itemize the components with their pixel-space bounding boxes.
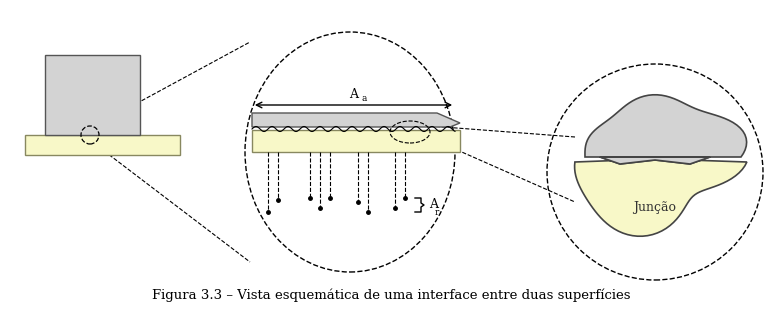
Bar [252, 130, 460, 152]
Bar [45, 55, 140, 135]
Text: A: A [429, 198, 438, 212]
Polygon shape [252, 113, 460, 127]
Text: A: A [349, 88, 358, 101]
Text: a: a [361, 94, 367, 103]
Polygon shape [585, 95, 747, 164]
Text: Junção: Junção [633, 201, 676, 213]
Text: Figura 3.3 – Vista esquemática de uma interface entre duas superfícies: Figura 3.3 – Vista esquemática de uma in… [152, 289, 630, 302]
Polygon shape [575, 157, 747, 236]
Bar [25, 135, 180, 155]
Text: r: r [435, 208, 439, 217]
